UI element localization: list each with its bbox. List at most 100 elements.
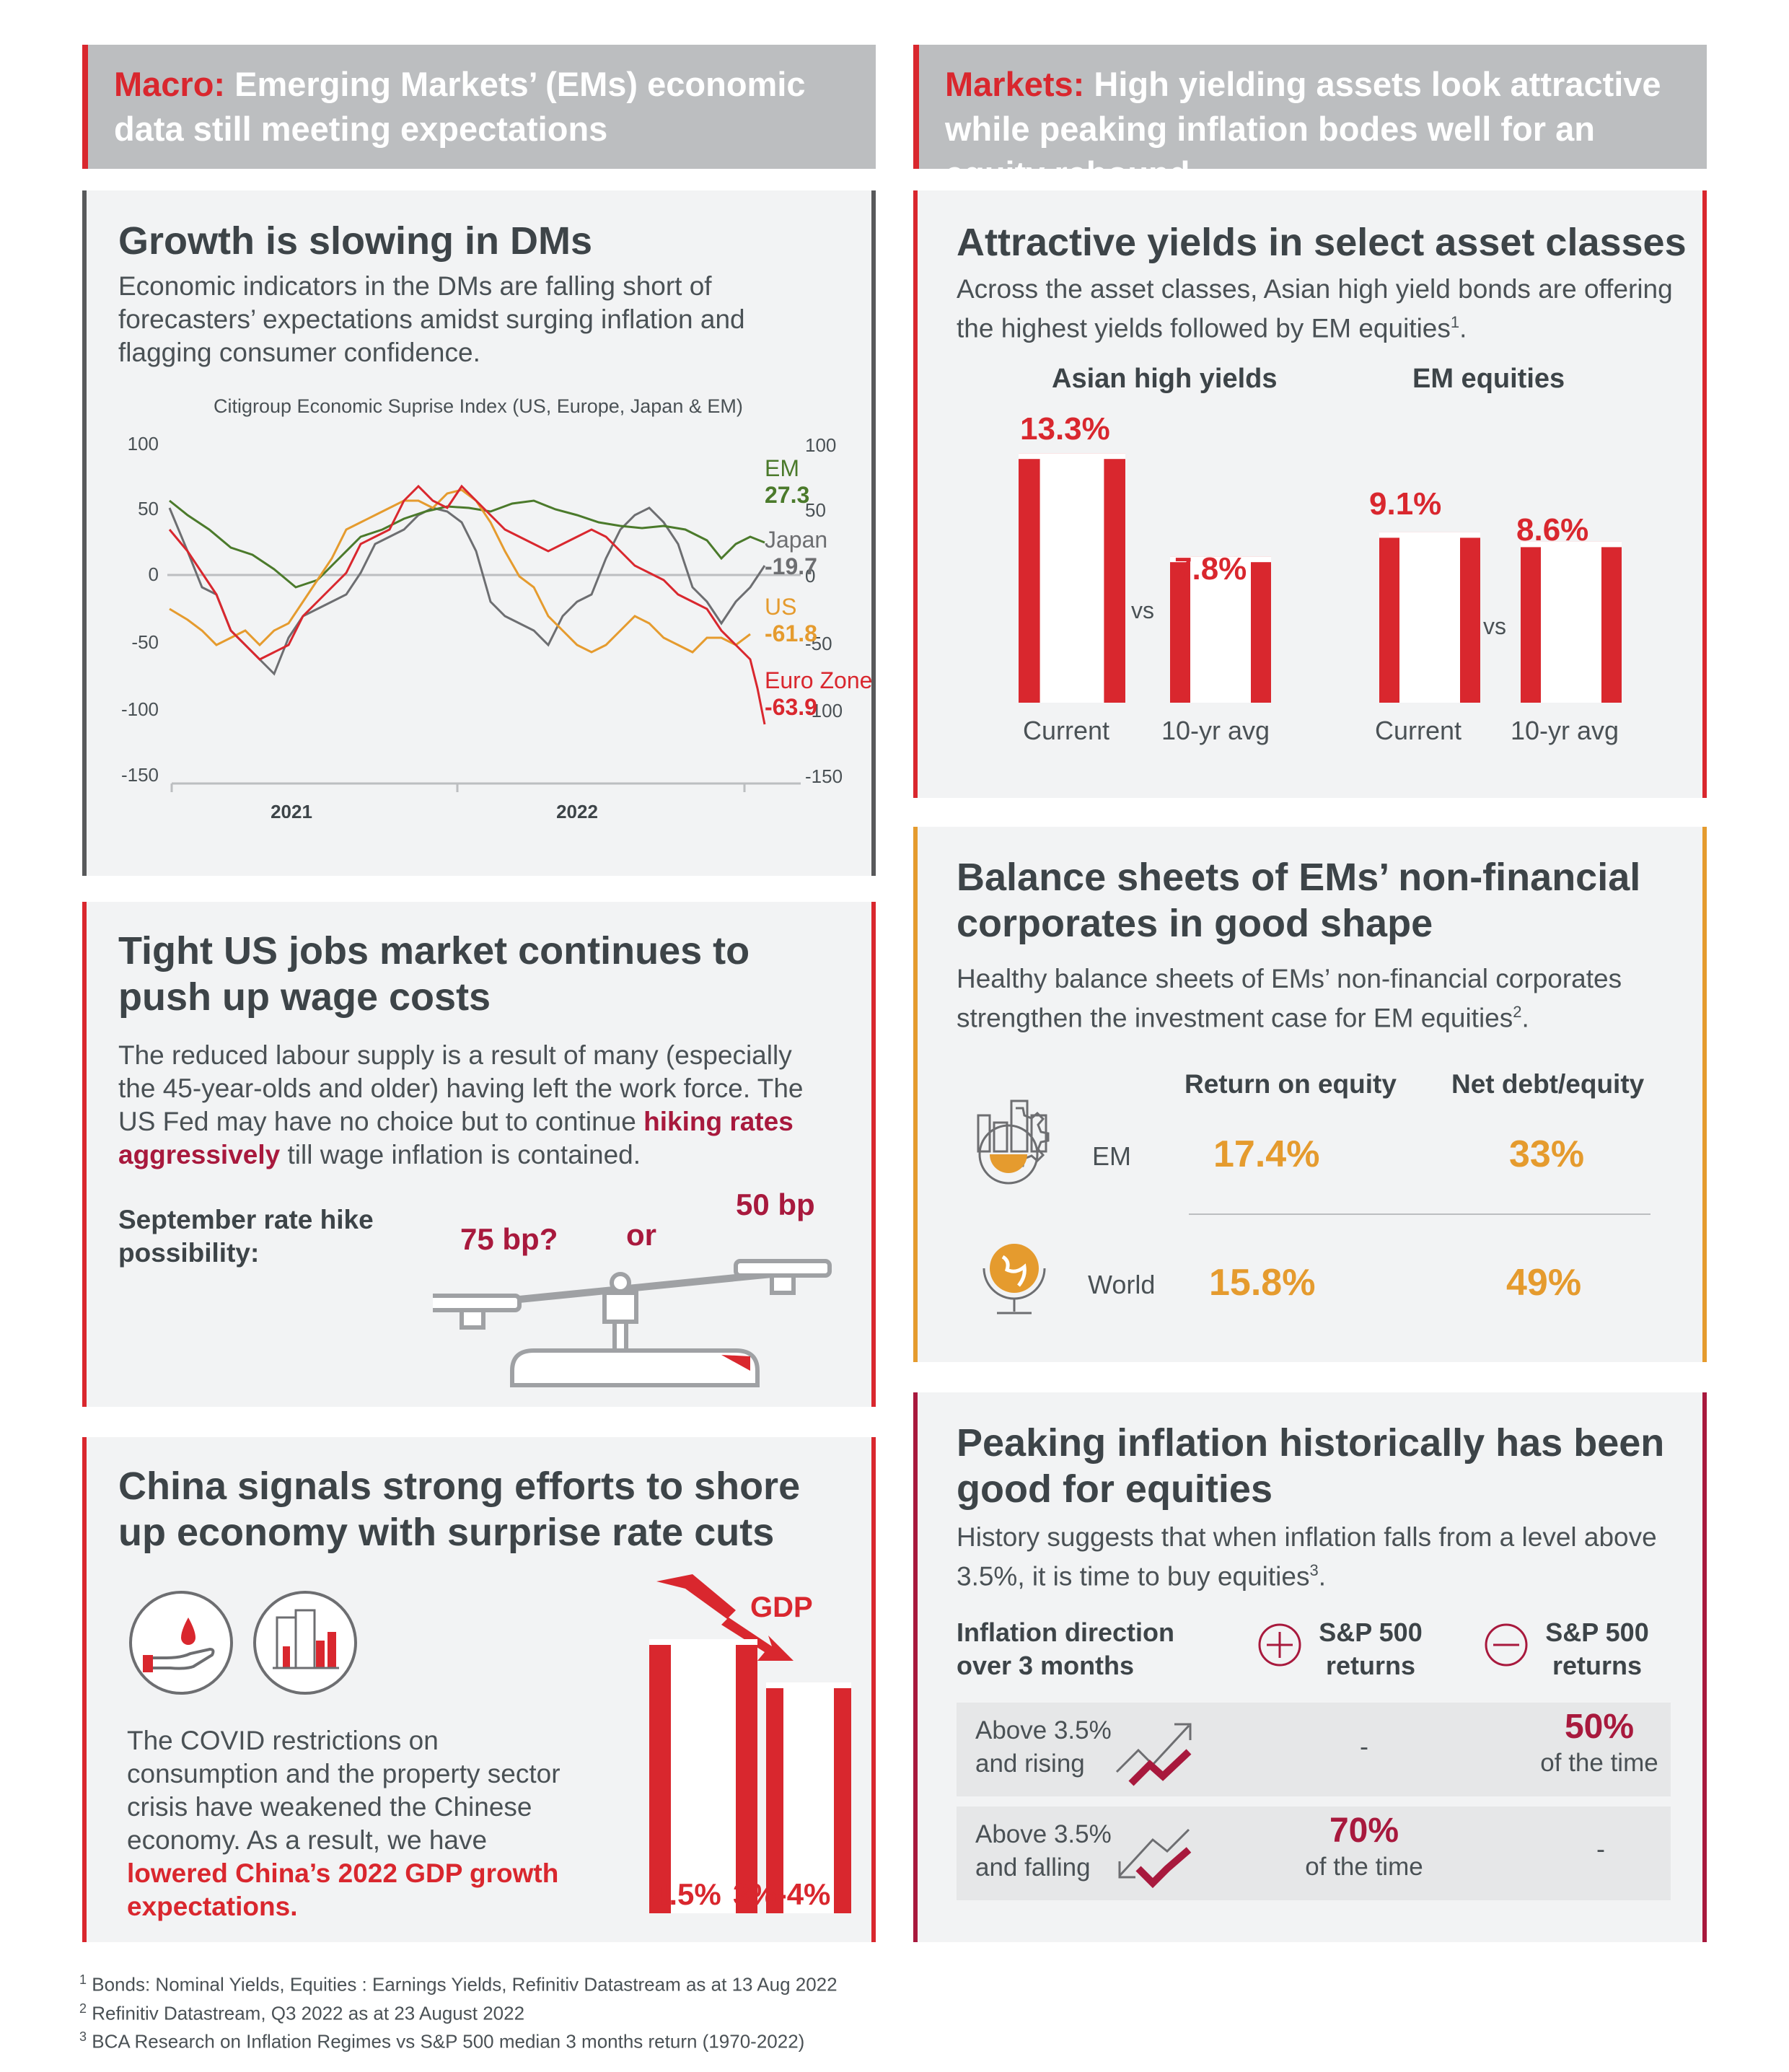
row-label-falling: Above 3.5% and falling	[975, 1820, 1112, 1882]
col-sp500-positive: S&P 500 returns	[1319, 1617, 1423, 1680]
yield-bar-asian-current	[1019, 453, 1125, 703]
vs-label: vs	[1131, 597, 1154, 623]
property-buildings-icon	[253, 1591, 357, 1695]
y-tick-left: -100	[121, 698, 159, 720]
gdp-label: GDP	[750, 1592, 813, 1623]
y-tick-right: 0	[805, 565, 815, 587]
category-label: Current	[1023, 716, 1110, 745]
jobs-panel: Tight US jobs market continues to push u…	[82, 902, 876, 1407]
asian-current-value: 13.3%	[1020, 411, 1110, 447]
yields-group-em: EM equities	[1412, 364, 1565, 394]
series-line-em	[169, 499, 765, 589]
jobs-desc-highlight: hiking rates aggressively	[118, 1107, 794, 1169]
consumption-hand-icon	[129, 1591, 233, 1695]
hike-option-50: 50 bp	[736, 1188, 815, 1221]
series-value-japan: -19.7	[765, 553, 817, 579]
world-roe-value: 15.8%	[1209, 1262, 1316, 1304]
header-markets: Markets: High yielding assets look attra…	[913, 45, 1707, 193]
table-row	[957, 1703, 1671, 1796]
footnote-3: 3 BCA Research on Inflation Regimes vs S…	[79, 2029, 805, 2053]
series-value-us: -61.8	[765, 620, 817, 646]
globe-icon	[983, 1244, 1046, 1314]
gdp-bar-revised	[766, 1682, 851, 1913]
yield-bar-em-current	[1379, 532, 1480, 703]
china-title: China signals strong efforts to shore up…	[118, 1465, 801, 1554]
y-tick-left: 0	[149, 563, 159, 585]
y-tick-right: -150	[805, 765, 843, 787]
growth-title: Growth is slowing in DMs	[118, 219, 593, 263]
minus-circle-icon	[1485, 1623, 1528, 1667]
row-label-world: World	[1088, 1270, 1156, 1299]
gdp-bars	[649, 1574, 851, 1913]
falling-positive-value: 70%	[1329, 1812, 1399, 1850]
gdp-bar2-label: 3%-4%	[733, 1877, 831, 1911]
trend-rising-icon	[1115, 1723, 1192, 1786]
row-label-rising: Above 3.5% and rising	[975, 1716, 1112, 1778]
scale-icon	[433, 1259, 832, 1387]
falling-negative-value: -	[1596, 1834, 1605, 1864]
header-macro-text: Emerging Markets’ (EMs) economic data st…	[114, 65, 806, 148]
rising-positive-value: -	[1360, 1731, 1368, 1761]
inflation-desc: History suggests that when inflation fal…	[957, 1522, 1657, 1592]
series-value-eurozone: -63.9	[765, 694, 817, 720]
trend-falling-icon	[1118, 1828, 1192, 1889]
col-sp500-negative: S&P 500 returns	[1545, 1617, 1649, 1680]
growth-desc: Economic indicators in the DMs are falli…	[118, 271, 745, 367]
series-line-us	[169, 488, 751, 654]
growth-panel: Growth is slowing in DMs Economic indica…	[82, 190, 876, 876]
y-tick-left: -150	[121, 764, 159, 786]
china-panel: China signals strong efforts to shore up…	[82, 1437, 876, 1942]
header-macro: Macro: Emerging Markets’ (EMs) economic …	[82, 45, 876, 169]
plus-circle-icon	[1258, 1623, 1301, 1667]
gdp-bar1-label: 4.5%	[652, 1877, 721, 1911]
yields-panel: Attractive yields in select asset classe…	[913, 190, 1707, 798]
y-tick-right: 100	[805, 434, 836, 456]
world-nde-value: 49%	[1506, 1262, 1582, 1304]
hike-option-75: 75 bp?	[460, 1222, 558, 1256]
china-desc: The COVID restrictions on consumption an…	[127, 1726, 561, 1921]
table-row	[957, 1807, 1671, 1900]
balance-panel: Balance sheets of EMs’ non-financial cor…	[913, 827, 1707, 1362]
header-markets-label: Markets:	[945, 65, 1085, 103]
surprise-index-chart: 100 50 0 -50 -100 -150 100 50 0 -50 -100…	[121, 433, 871, 818]
em-current-value: 9.1%	[1369, 486, 1442, 522]
inflation-title: Peaking inflation historically has been …	[957, 1421, 1665, 1511]
series-value-em: 27.3	[765, 482, 809, 508]
series-label-us: US	[765, 594, 796, 620]
rising-negative-value: 50%	[1564, 1708, 1635, 1746]
rising-negative-sub: of the time	[1540, 1749, 1658, 1777]
vs-label: vs	[1483, 613, 1506, 639]
jobs-desc: The reduced labour supply is a result of…	[118, 1040, 804, 1169]
y-tick-right: -50	[805, 633, 832, 654]
y-tick-right: -100	[805, 700, 843, 721]
category-label: 10-yr avg	[1511, 716, 1619, 745]
china-desc-highlight: lowered China’s 2022 GDP growth expectat…	[127, 1858, 559, 1921]
yields-title: Attractive yields in select asset classe…	[957, 221, 1687, 264]
city-gear-icon	[977, 1099, 1050, 1185]
balance-desc: Healthy balance sheets of EMs’ non-finan…	[957, 964, 1622, 1033]
gdp-bar-2022-forecast	[649, 1639, 757, 1913]
yields-bar-chart	[1019, 453, 1622, 703]
inflation-panel: Peaking inflation historically has been …	[913, 1392, 1707, 1942]
yield-bar-em-avg	[1521, 541, 1622, 703]
down-arrow-icon	[656, 1574, 794, 1661]
footnote-1: 1 Bonds: Nominal Yields, Equities : Earn…	[79, 1972, 838, 1996]
y-tick-left: 50	[138, 498, 159, 519]
x-tick: 2022	[556, 801, 598, 818]
series-line-eurozone	[168, 484, 766, 725]
series-label-eurozone: Euro Zone	[765, 667, 871, 693]
yields-desc: Across the asset classes, Asian high yie…	[957, 274, 1673, 343]
em-nde-value: 33%	[1509, 1133, 1585, 1175]
series-label-japan: Japan	[765, 527, 827, 553]
footnote-2: 2 Refinitiv Datastream, Q3 2022 as at 23…	[79, 2001, 525, 2024]
row-divider	[1189, 1213, 1650, 1215]
category-label: Current	[1375, 716, 1462, 745]
y-tick-left: -50	[131, 631, 159, 653]
header-markets-text: High yielding assets look attractive whi…	[945, 65, 1661, 193]
col-return-on-equity: Return on equity	[1184, 1069, 1397, 1099]
yield-bar-asian-avg	[1170, 556, 1271, 703]
balance-title: Balance sheets of EMs’ non-financial cor…	[957, 856, 1641, 945]
x-tick: 2021	[271, 801, 312, 818]
row-label-em: EM	[1092, 1141, 1131, 1171]
series-label-em: EM	[765, 455, 799, 481]
